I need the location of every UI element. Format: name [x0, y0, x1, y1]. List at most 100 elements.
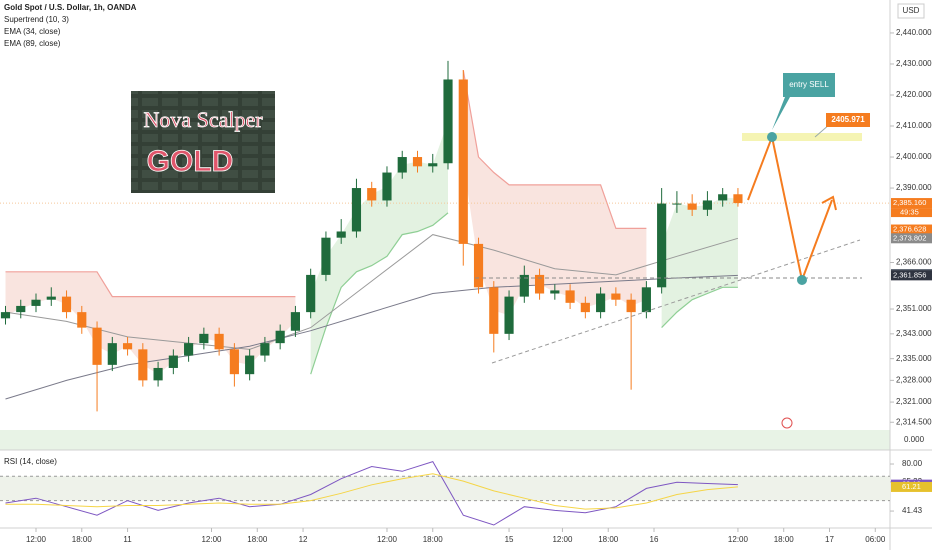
candle-body [336, 231, 346, 238]
price-tag-label: 2,376.628 [893, 225, 926, 234]
zone [742, 133, 862, 141]
y-tick-label: 2,366.000 [896, 258, 932, 267]
entry-bubble [772, 73, 835, 130]
candle-body [229, 349, 239, 375]
candle-body [626, 299, 636, 313]
candle-body [641, 287, 651, 313]
price-tag [891, 270, 932, 281]
candle-body [473, 243, 484, 288]
candle-body [550, 290, 560, 294]
candle-body [596, 293, 606, 313]
candle-body [351, 188, 362, 232]
currency: USD [903, 6, 920, 15]
candle-body [397, 157, 407, 173]
y-tick-label: 2,390.000 [896, 183, 932, 192]
rsi-tag-label: 61.21 [902, 482, 921, 491]
x-tick-label: 15 [505, 535, 514, 544]
trend-fill [463, 70, 647, 316]
supertrend-line [5, 70, 647, 298]
candle-body [382, 172, 392, 201]
candle-body [428, 163, 438, 167]
volume-tick-label: 0.000 [904, 435, 925, 444]
ema-line [5, 234, 739, 350]
candle-body [458, 79, 468, 244]
candle-body [92, 327, 102, 365]
trend-fill [661, 197, 738, 328]
x-tick-label: 06:00 [865, 535, 886, 544]
candle-body [16, 305, 26, 313]
candle-body [245, 355, 255, 375]
projection [747, 133, 833, 284]
candle-body [519, 274, 529, 297]
rsi-band [0, 476, 890, 501]
x-tick-label: 16 [650, 535, 659, 544]
target-dot [797, 275, 807, 285]
x-tick-label: 11 [123, 535, 132, 544]
x-tick-label: 12 [299, 535, 308, 544]
countdown-box [891, 208, 932, 218]
candle-body [214, 333, 224, 350]
legend-item: EMA (34, close) [4, 27, 61, 36]
candle-body [657, 203, 667, 288]
candle-body [184, 343, 194, 356]
y-tick-label: 2,328.000 [896, 375, 932, 384]
price-tag-label: 2,373.802 [893, 233, 926, 242]
candle-body [687, 203, 697, 210]
candle-body [61, 296, 72, 313]
y-tick-label: 2,400.000 [896, 152, 932, 161]
entry-label: entry SELL [789, 80, 829, 89]
rsi-tick-label: 41.43 [902, 506, 923, 515]
candle-body [122, 343, 133, 350]
y-tick-label: 2,410.000 [896, 121, 932, 130]
target-label: 2405.971 [831, 115, 865, 124]
currency-box [897, 3, 925, 19]
trend-fill [5, 271, 296, 375]
y-tick-label: 2,335.000 [896, 354, 932, 363]
x-tick-label: 18:00 [423, 535, 444, 544]
y-tick-label: 2,420.000 [896, 90, 932, 99]
y-tick-label: 2,321.000 [896, 397, 932, 406]
candle-body [107, 343, 117, 365]
entry-dot [767, 132, 777, 142]
legend-item: EMA (89, close) [4, 39, 61, 48]
ema-line [5, 274, 738, 400]
y-tick-label: 2,343.000 [896, 329, 932, 338]
candle-body [489, 287, 499, 334]
y-tick-label: 2,430.000 [896, 59, 932, 68]
candle-body [718, 194, 728, 201]
supertrend-line [310, 212, 738, 375]
x-tick-label: 18:00 [72, 535, 93, 544]
candle-body [0, 312, 11, 319]
candle-body [702, 200, 712, 210]
price-tag-label: 2,361.856 [893, 270, 926, 279]
candle-body [77, 312, 87, 328]
candle-body [504, 296, 514, 334]
legend-title: Gold Spot / U.S. Dollar, 1h, OANDA [4, 3, 137, 12]
event-icon [781, 417, 793, 429]
candle-body [443, 79, 453, 164]
trend-fill [310, 121, 449, 375]
y-tick-label: 2,351.000 [896, 304, 932, 313]
logo-subtitle: GOLD [147, 145, 234, 178]
rsi-line [5, 461, 738, 526]
price-tag-label: 2,385.160 [893, 198, 926, 207]
x-tick-label: 12:00 [201, 535, 222, 544]
arrowhead [821, 195, 837, 211]
price-tag [891, 233, 932, 244]
candle-body [534, 274, 545, 294]
candle-body [46, 296, 56, 300]
y-tick-label: 2,314.500 [896, 417, 932, 426]
candle-body [367, 188, 377, 201]
logo-texture [131, 91, 275, 193]
candle-body [153, 367, 163, 381]
legend-item: Supertrend (10, 3) [4, 15, 69, 24]
candle-body [611, 293, 621, 300]
candle-body [260, 343, 270, 356]
logo-title: Nova Scalper [143, 107, 263, 132]
countdown: 49:35 [900, 208, 919, 217]
candle-body [321, 237, 331, 275]
candle-body [275, 330, 285, 344]
candle-body [168, 355, 178, 368]
x-tick-label: 18:00 [598, 535, 619, 544]
